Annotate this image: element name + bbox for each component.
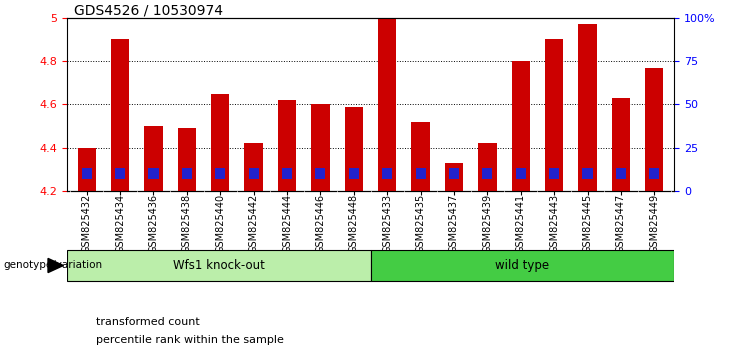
Text: GDS4526 / 10530974: GDS4526 / 10530974	[74, 4, 223, 18]
Text: GSM825446: GSM825446	[316, 194, 325, 253]
Text: GSM825436: GSM825436	[148, 194, 159, 253]
Bar	[316, 169, 325, 179]
Text: Wfs1 knock-out: Wfs1 knock-out	[173, 259, 265, 272]
Text: GSM825449: GSM825449	[649, 194, 659, 253]
Bar	[349, 169, 359, 179]
Bar	[78, 148, 96, 191]
Text: GSM825448: GSM825448	[349, 194, 359, 253]
Text: GSM825442: GSM825442	[249, 194, 259, 253]
Text: GSM825438: GSM825438	[182, 194, 192, 253]
Bar	[111, 39, 129, 191]
Text: GSM825434: GSM825434	[115, 194, 125, 253]
Bar	[215, 169, 225, 179]
Text: GSM825433: GSM825433	[382, 194, 392, 253]
Text: wild type: wild type	[495, 259, 550, 272]
Text: transformed count: transformed count	[96, 317, 200, 327]
Bar	[115, 169, 125, 179]
Bar	[282, 169, 292, 179]
Bar	[182, 169, 192, 179]
Bar	[144, 126, 163, 191]
Bar	[416, 169, 425, 179]
Bar	[278, 100, 296, 191]
Bar	[449, 169, 459, 179]
Text: GSM825443: GSM825443	[549, 194, 559, 253]
Text: GSM825441: GSM825441	[516, 194, 525, 253]
Bar	[248, 169, 259, 179]
Bar	[378, 18, 396, 191]
Bar	[178, 128, 196, 191]
Text: GSM825440: GSM825440	[216, 194, 225, 253]
Bar	[82, 169, 92, 179]
Bar	[582, 169, 593, 179]
Bar	[411, 122, 430, 191]
Bar	[612, 98, 630, 191]
Text: GSM825432: GSM825432	[82, 194, 92, 253]
Text: GSM825444: GSM825444	[282, 194, 292, 253]
FancyBboxPatch shape	[67, 250, 370, 281]
Text: GSM825439: GSM825439	[482, 194, 492, 253]
Bar	[445, 163, 463, 191]
Bar	[616, 169, 626, 179]
Bar	[345, 107, 363, 191]
Text: GSM825445: GSM825445	[582, 194, 593, 253]
Bar	[245, 143, 263, 191]
Text: GSM825447: GSM825447	[616, 194, 626, 253]
Text: GSM825437: GSM825437	[449, 194, 459, 253]
Bar	[649, 169, 659, 179]
Bar	[148, 169, 159, 179]
Text: genotype/variation: genotype/variation	[4, 261, 103, 270]
Bar	[311, 104, 330, 191]
Bar	[578, 24, 597, 191]
Bar	[545, 39, 563, 191]
Bar	[645, 68, 663, 191]
Bar	[478, 143, 496, 191]
Bar	[549, 169, 559, 179]
Text: percentile rank within the sample: percentile rank within the sample	[96, 335, 285, 345]
FancyBboxPatch shape	[370, 250, 674, 281]
Bar	[482, 169, 493, 179]
Polygon shape	[48, 258, 63, 273]
Bar	[511, 61, 530, 191]
Bar	[382, 169, 392, 179]
Text: GSM825435: GSM825435	[416, 194, 425, 253]
Bar	[516, 169, 526, 179]
Bar	[211, 93, 230, 191]
